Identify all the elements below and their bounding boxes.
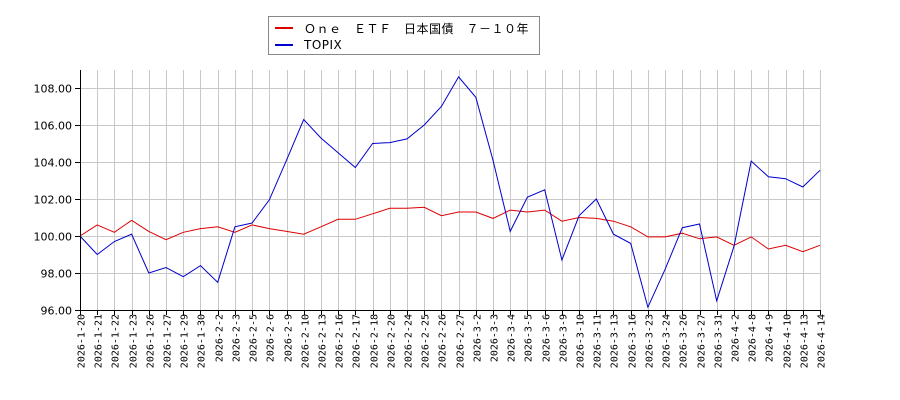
y-axis-ticks: 96.00 98.00 100.00 102.00 104.00 106.00 108.00 bbox=[34, 83, 80, 318]
x-axis-ticks: 2026-1-20 2026-1-21 2026-1-22 2026-1-23 2026… bbox=[77, 310, 828, 368]
x-tick-label: 2026-4-9 bbox=[765, 314, 776, 362]
grid-lines bbox=[80, 70, 821, 310]
series-line-one-etf bbox=[79, 206, 821, 253]
x-tick-label: 2026-3-6 bbox=[542, 314, 553, 362]
x-tick-label: 2026-1-22 bbox=[111, 314, 122, 368]
y-tick-label: 108.00 bbox=[34, 83, 73, 96]
x-tick-label: 2026-4-2 bbox=[731, 314, 742, 362]
x-tick-label: 2026-3-16 bbox=[628, 314, 639, 368]
x-tick-label: 2026-4-8 bbox=[748, 314, 759, 362]
x-tick-label: 2026-3-11 bbox=[593, 314, 604, 368]
x-tick-label: 2026-1-26 bbox=[146, 314, 157, 368]
x-tick-label: 2026-2-25 bbox=[421, 314, 432, 368]
data-series bbox=[79, 76, 821, 309]
x-tick-label: 2026-4-10 bbox=[783, 314, 794, 368]
x-tick-label: 2026-4-14 bbox=[817, 314, 828, 368]
x-tick-label: 2026-1-30 bbox=[197, 314, 208, 368]
x-tick-label: 2026-3-10 bbox=[576, 314, 587, 368]
x-tick-label: 2026-1-27 bbox=[163, 314, 174, 368]
chart-legend: Ｏｎｅ ＥＴＦ 日本国債 ７－１０年 TOPIX bbox=[268, 16, 540, 55]
legend-item-topix: TOPIX bbox=[275, 37, 342, 53]
x-tick-label: 2026-3-23 bbox=[645, 314, 656, 368]
x-tick-label: 2026-2-20 bbox=[387, 314, 398, 368]
x-tick-label: 2026-2-9 bbox=[284, 314, 295, 362]
series-line-topix bbox=[79, 76, 821, 309]
x-tick-label: 2026-3-31 bbox=[714, 314, 725, 368]
x-tick-label: 2026-2-3 bbox=[232, 314, 243, 362]
x-tick-label: 2026-3-4 bbox=[507, 314, 518, 362]
y-tick-label: 106.00 bbox=[34, 120, 73, 133]
y-tick-label: 104.00 bbox=[34, 157, 73, 170]
y-tick-label: 98.00 bbox=[41, 268, 73, 281]
y-tick-label: 96.00 bbox=[41, 305, 73, 318]
x-tick-label: 2026-2-6 bbox=[266, 314, 277, 362]
x-tick-label: 2026-2-18 bbox=[370, 314, 381, 368]
x-tick-label: 2026-2-26 bbox=[438, 314, 449, 368]
legend-swatch-red bbox=[275, 27, 293, 29]
x-tick-label: 2026-3-3 bbox=[490, 314, 501, 362]
x-tick-label: 2026-1-29 bbox=[180, 314, 191, 368]
x-tick-label: 2026-2-16 bbox=[335, 314, 346, 368]
x-tick-label: 2026-1-21 bbox=[94, 314, 105, 368]
x-tick-label: 2026-2-24 bbox=[404, 314, 415, 368]
axes bbox=[80, 70, 821, 311]
x-tick-label: 2026-3-9 bbox=[559, 314, 570, 362]
legend-label: Ｏｎｅ ＥＴＦ 日本国債 ７－１０年 bbox=[304, 21, 530, 36]
legend-swatch-blue bbox=[275, 44, 293, 46]
x-tick-label: 2026-2-17 bbox=[352, 314, 363, 368]
x-tick-label: 2026-3-13 bbox=[610, 314, 621, 368]
legend-item-one-etf: Ｏｎｅ ＥＴＦ 日本国債 ７－１０年 bbox=[275, 20, 529, 36]
x-tick-label: 2026-1-23 bbox=[129, 314, 140, 368]
y-tick-label: 102.00 bbox=[34, 194, 73, 207]
x-tick-label: 2026-3-26 bbox=[679, 314, 690, 368]
x-tick-label: 2026-2-2 bbox=[215, 314, 226, 362]
x-tick-label: 2026-2-5 bbox=[249, 314, 260, 362]
x-tick-label: 2026-2-27 bbox=[456, 314, 467, 368]
legend-label: TOPIX bbox=[304, 38, 343, 52]
x-tick-label: 2026-3-24 bbox=[662, 314, 673, 368]
x-tick-label: 2026-3-2 bbox=[473, 314, 484, 362]
x-tick-label: 2026-3-27 bbox=[697, 314, 708, 368]
x-tick-label: 2026-2-10 bbox=[301, 314, 312, 368]
x-tick-label: 2026-4-13 bbox=[800, 314, 811, 368]
x-tick-label: 2026-2-13 bbox=[318, 314, 329, 368]
y-tick-label: 100.00 bbox=[34, 231, 73, 244]
x-tick-label: 2026-3-5 bbox=[524, 314, 535, 362]
x-tick-label: 2026-1-20 bbox=[77, 314, 88, 368]
